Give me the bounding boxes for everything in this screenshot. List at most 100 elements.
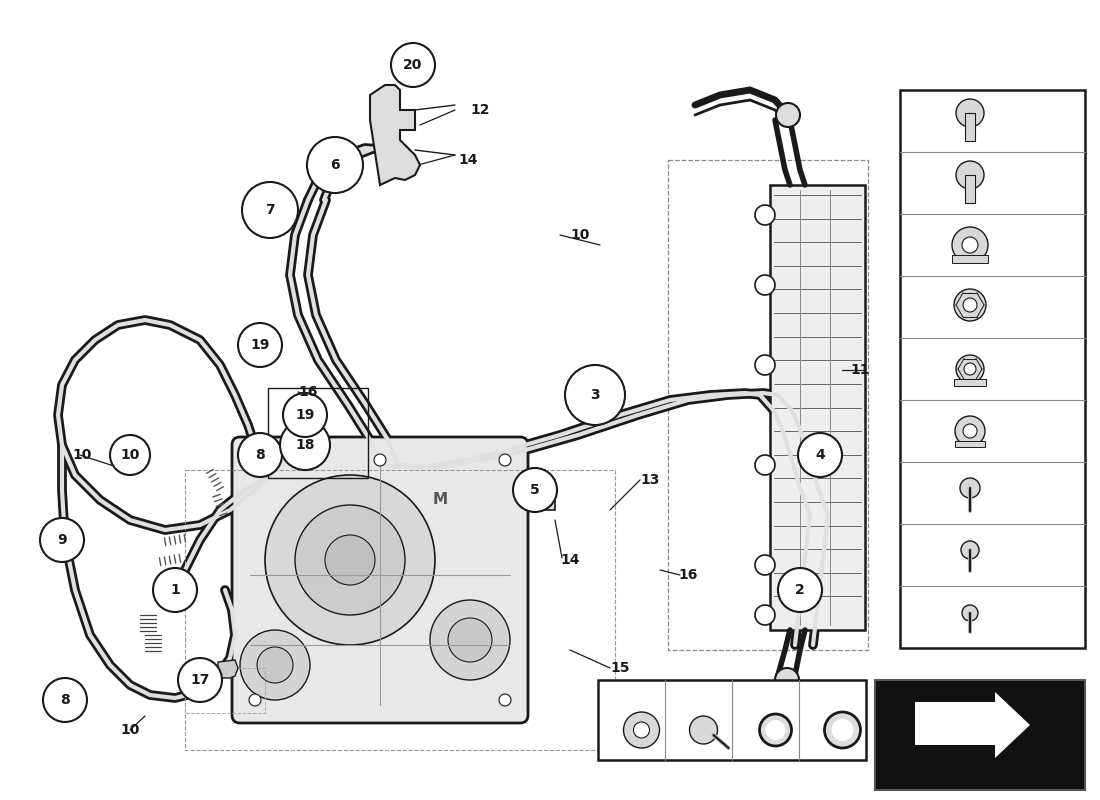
Circle shape: [178, 658, 222, 702]
Text: 20: 20: [598, 685, 618, 699]
Polygon shape: [370, 85, 420, 185]
Text: 6: 6: [911, 300, 921, 314]
Circle shape: [513, 468, 557, 512]
Circle shape: [956, 355, 984, 383]
Text: 8: 8: [911, 176, 921, 190]
Text: 3: 3: [911, 486, 921, 500]
Text: 10: 10: [570, 228, 590, 242]
Circle shape: [755, 205, 775, 225]
Text: 18: 18: [295, 438, 315, 452]
Circle shape: [956, 161, 984, 189]
FancyBboxPatch shape: [232, 437, 528, 723]
Text: 9: 9: [57, 533, 67, 547]
Text: 5: 5: [911, 362, 921, 376]
Bar: [185, 668, 265, 713]
Circle shape: [759, 714, 792, 746]
Text: 15: 15: [610, 661, 629, 675]
Text: 317 01: 317 01: [946, 761, 1014, 779]
Text: 10: 10: [120, 723, 140, 737]
Circle shape: [110, 435, 150, 475]
Circle shape: [624, 712, 660, 748]
Circle shape: [960, 478, 980, 498]
Text: 8: 8: [60, 693, 70, 707]
Circle shape: [755, 555, 775, 575]
Text: 3: 3: [591, 388, 600, 402]
Text: 2: 2: [795, 583, 805, 597]
Polygon shape: [218, 660, 238, 678]
Circle shape: [755, 605, 775, 625]
Circle shape: [430, 600, 510, 680]
Bar: [900, 90, 1085, 648]
Text: 11: 11: [850, 363, 870, 377]
Polygon shape: [530, 470, 556, 510]
Text: 13: 13: [640, 473, 660, 487]
Circle shape: [307, 137, 363, 193]
Bar: [965, 175, 975, 203]
Bar: [268, 388, 368, 478]
Circle shape: [952, 227, 988, 263]
Bar: [185, 470, 615, 750]
Circle shape: [565, 365, 625, 425]
Circle shape: [390, 43, 435, 87]
Text: 8: 8: [255, 448, 265, 462]
Circle shape: [448, 618, 492, 662]
Circle shape: [964, 363, 976, 375]
Bar: [770, 185, 865, 630]
Circle shape: [961, 541, 979, 559]
Circle shape: [499, 694, 512, 706]
Circle shape: [778, 568, 822, 612]
Circle shape: [962, 424, 977, 438]
Bar: [965, 113, 975, 141]
Circle shape: [954, 289, 986, 321]
Circle shape: [257, 647, 293, 683]
Text: 19: 19: [295, 408, 315, 422]
Circle shape: [249, 454, 261, 466]
Circle shape: [240, 630, 310, 700]
Text: 7: 7: [911, 238, 921, 252]
Circle shape: [690, 716, 717, 744]
Circle shape: [962, 237, 978, 253]
Polygon shape: [915, 692, 1030, 758]
Circle shape: [283, 393, 327, 437]
Circle shape: [955, 416, 984, 446]
Text: 20: 20: [404, 58, 422, 72]
Text: 4: 4: [911, 424, 921, 438]
Text: 14: 14: [459, 153, 477, 167]
Text: 19: 19: [251, 338, 270, 352]
Bar: [955, 441, 984, 447]
Circle shape: [153, 568, 197, 612]
Circle shape: [374, 454, 386, 466]
Bar: [598, 680, 866, 760]
Circle shape: [249, 694, 261, 706]
Circle shape: [280, 420, 330, 470]
Circle shape: [776, 103, 800, 127]
Text: 19: 19: [666, 685, 684, 699]
Text: 17: 17: [800, 685, 818, 699]
Circle shape: [295, 505, 405, 615]
Text: 10: 10: [120, 448, 140, 462]
Text: 7: 7: [265, 203, 275, 217]
Circle shape: [766, 720, 785, 740]
Circle shape: [755, 455, 775, 475]
Circle shape: [238, 433, 282, 477]
Text: 1: 1: [911, 610, 921, 624]
Circle shape: [265, 475, 434, 645]
Text: 18: 18: [733, 685, 751, 699]
Text: 9: 9: [911, 114, 921, 128]
Bar: [954, 379, 986, 386]
Text: 17: 17: [190, 673, 210, 687]
Text: 12: 12: [471, 103, 490, 117]
Circle shape: [776, 668, 799, 692]
Text: 1: 1: [170, 583, 180, 597]
Circle shape: [755, 275, 775, 295]
Circle shape: [634, 722, 649, 738]
Text: 4: 4: [815, 448, 825, 462]
Circle shape: [825, 712, 860, 748]
Text: 2: 2: [911, 548, 921, 562]
Text: 14: 14: [560, 553, 580, 567]
Bar: [874, 680, 1085, 790]
Text: 16: 16: [679, 568, 697, 582]
Circle shape: [798, 433, 842, 477]
Circle shape: [962, 605, 978, 621]
Text: M: M: [432, 493, 448, 507]
